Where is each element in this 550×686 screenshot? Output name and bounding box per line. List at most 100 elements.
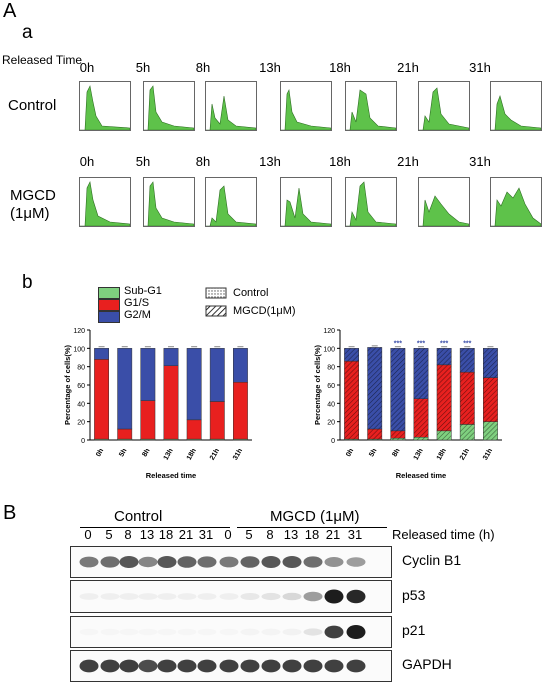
- blot-band: [346, 557, 366, 567]
- blot-band: [100, 659, 120, 673]
- legend-label-control: Control: [233, 287, 269, 299]
- histogram-mgcd-0h: [79, 177, 131, 227]
- histogram-trace: [491, 95, 541, 130]
- panel-B-label: B: [3, 502, 17, 524]
- significance-marker: ***: [394, 340, 402, 347]
- blot-band: [262, 629, 281, 636]
- blot-band: [79, 556, 99, 568]
- y-tick-label: 100: [73, 346, 85, 353]
- control-bracket: [80, 527, 230, 528]
- timepoint-label-21h: 21h: [397, 60, 419, 75]
- bar-chart-mgcd: 0 20 40 60 80 100 120 Percentage of cells(%) Rel…: [313, 328, 502, 480]
- timepoint-label-8h: 8h: [195, 154, 211, 169]
- blot-band: [177, 659, 197, 673]
- legend-swatch-mgcd: [205, 305, 227, 317]
- blot-band: [138, 659, 158, 673]
- blot-band: [119, 593, 139, 600]
- histogram-control-18h: [345, 81, 397, 131]
- histogram-control-8h: [205, 81, 257, 131]
- blot-band: [197, 593, 217, 600]
- blot-band: [261, 556, 281, 568]
- blot-panel-p53: [70, 580, 392, 613]
- blot-band: [157, 556, 177, 568]
- blot-band: [100, 593, 120, 600]
- control-row-label: Control: [8, 97, 57, 114]
- timepoint-label-21h: 21h: [397, 154, 419, 169]
- bar-g1-s-0h: [94, 359, 109, 440]
- blot-band: [219, 593, 239, 600]
- blot-band: [79, 593, 99, 600]
- histogram-trace: [346, 89, 396, 130]
- blot-band: [261, 659, 281, 673]
- y-tick-label: 40: [327, 401, 335, 408]
- lane-number: 0: [84, 527, 92, 542]
- timepoint-label-13h: 13h: [259, 154, 281, 169]
- histogram-mgcd-8h: [205, 177, 257, 227]
- x-axis-label: Released time: [146, 471, 196, 480]
- bar-g2-m-8h: [140, 348, 156, 401]
- bar-g1-s-21h: [209, 401, 225, 440]
- histogram-mgcd-18h: [345, 177, 397, 227]
- bar-chart-control: 0 20 40 60 80 100 120 Percentage of cells(%) Rel…: [63, 328, 252, 480]
- x-tick-label: 8h: [141, 448, 151, 459]
- blot-band: [303, 556, 323, 568]
- blot-band: [241, 629, 260, 636]
- histogram-trace: [491, 187, 541, 226]
- histogram-trace: [206, 95, 256, 130]
- x-tick-label: 31h: [232, 448, 244, 462]
- histogram-mgcd-13h: [280, 177, 332, 227]
- protein-label: Cyclin B1: [402, 552, 462, 568]
- blot-band: [240, 592, 260, 601]
- histogram-mgcd-21h: [418, 177, 470, 227]
- x-tick-label: 5h: [368, 448, 378, 459]
- blot-band: [240, 556, 260, 568]
- histogram-control-13h: [280, 81, 332, 131]
- y-tick-label: 20: [327, 420, 335, 427]
- blot-band: [303, 628, 323, 636]
- timepoint-label-0h: 0h: [79, 60, 95, 75]
- blot-band: [80, 629, 99, 636]
- timepoint-label-5h: 5h: [135, 154, 151, 169]
- lane-number: 8: [266, 527, 274, 542]
- bar-g1-s-5h: [117, 428, 133, 440]
- histogram-trace: [346, 181, 396, 226]
- lane-number: 0: [224, 527, 232, 542]
- blot-band: [219, 556, 239, 568]
- blot-band: [138, 593, 158, 600]
- lane-number: 5: [245, 527, 253, 542]
- histogram-trace: [281, 88, 331, 130]
- y-tick-label: 40: [77, 401, 85, 408]
- timepoint-label-5h: 5h: [135, 60, 151, 75]
- timepoint-label-18h: 18h: [329, 154, 351, 169]
- timepoint-label-0h: 0h: [79, 154, 95, 169]
- blot-band: [197, 659, 217, 673]
- histogram-trace: [281, 187, 331, 226]
- y-tick-label: 80: [77, 365, 85, 372]
- histogram-mgcd-5h: [143, 177, 195, 227]
- protein-label: p53: [402, 586, 426, 603]
- timepoint-label-31h: 31h: [469, 60, 491, 75]
- timepoint-label-31h: 31h: [469, 154, 491, 169]
- histogram-trace: [144, 85, 194, 130]
- legend-swatch-sub-g1: [98, 287, 120, 299]
- bar-hatch-overlay: [460, 348, 475, 373]
- significance-marker: ***: [440, 340, 448, 347]
- significance-marker: ***: [463, 340, 471, 347]
- blot-band: [324, 589, 344, 604]
- bar-hatch-overlay: [390, 348, 406, 431]
- blot-band: [346, 589, 366, 604]
- histogram-trace: [419, 87, 469, 130]
- histogram-trace: [80, 85, 130, 130]
- legend-label-g1s: G1/S: [124, 297, 150, 309]
- blot-band: [198, 629, 217, 636]
- x-tick-label: 13h: [413, 448, 425, 462]
- bar-g2-m-31h: [233, 348, 248, 383]
- x-tick-label: 18h: [436, 448, 448, 462]
- legend-label-g2m: G2/M: [124, 309, 151, 321]
- panel-A-label: A: [3, 0, 17, 22]
- blot-band: [177, 556, 197, 568]
- blot-band: [324, 659, 344, 673]
- lane-number: 5: [105, 527, 113, 542]
- bar-g2-m-13h: [163, 348, 179, 366]
- blot-band: [138, 556, 158, 568]
